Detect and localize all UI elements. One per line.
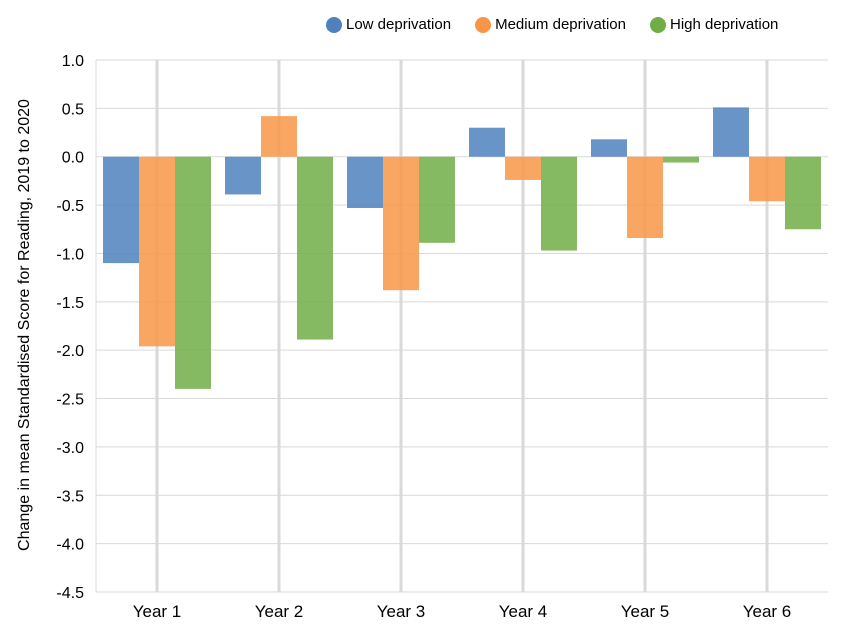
bar-high-year-6 <box>785 156 821 230</box>
x-tick-label: Year 5 <box>621 602 670 621</box>
legend-item-low: Low deprivation <box>326 16 451 33</box>
bar-medium-year-3 <box>383 156 419 291</box>
x-tick-label: Year 4 <box>499 602 548 621</box>
grid-layer <box>95 59 828 593</box>
y-tick-label: -1.0 <box>56 246 84 263</box>
bars-layer <box>103 107 821 389</box>
y-tick-label: -2.0 <box>56 343 84 360</box>
x-tick-label: Year 3 <box>377 602 426 621</box>
bar-low-year-1 <box>103 156 139 264</box>
bar-high-year-2 <box>297 156 333 340</box>
bar-low-year-6 <box>713 107 749 157</box>
x-tick-label: Year 1 <box>133 602 182 621</box>
bar-high-year-5 <box>663 156 699 163</box>
bar-medium-year-4 <box>505 156 541 180</box>
bar-low-year-2 <box>225 156 261 195</box>
bar-medium-year-5 <box>627 156 663 238</box>
legend-label-high: High deprivation <box>669 16 779 33</box>
y-tick-label: -3.5 <box>56 488 84 505</box>
bar-medium-year-2 <box>261 116 297 157</box>
y-tick-label: -0.5 <box>56 198 84 215</box>
x-tick-label: Year 6 <box>743 602 792 621</box>
legend-item-high: High deprivation <box>649 16 779 33</box>
bar-medium-year-1 <box>139 156 175 347</box>
bar-high-year-3 <box>419 156 455 243</box>
y-tick-label: -4.0 <box>56 537 84 554</box>
x-tick-label: Year 2 <box>255 602 304 621</box>
y-tick-label: 0.5 <box>62 101 84 118</box>
y-tick-label: 0.0 <box>62 150 84 167</box>
legend-swatch-medium <box>475 16 492 33</box>
bar-low-year-5 <box>591 139 627 157</box>
bar-low-year-4 <box>469 127 505 157</box>
axis-layer: 1.0 0.5 0.0 -0.5 -1.0 -1.5 -2.0 -2.5 -3.0 -3.5 -4.… <box>56 53 791 621</box>
legend: Low deprivation Medium deprivation High … <box>326 16 778 33</box>
bar-low-year-3 <box>347 156 383 208</box>
bar-medium-year-6 <box>749 156 785 202</box>
y-tick-label: -4.5 <box>56 585 84 602</box>
y-tick-label: -3.0 <box>56 440 84 457</box>
y-axis-title: Change in mean Standardised Score for Re… <box>16 99 33 551</box>
bar-high-year-4 <box>541 156 577 251</box>
legend-swatch-high <box>649 16 666 33</box>
bar-high-year-1 <box>175 156 211 389</box>
legend-label-low: Low deprivation <box>346 16 452 33</box>
legend-label-medium: Medium deprivation <box>495 16 626 33</box>
legend-swatch-low <box>326 16 342 33</box>
y-tick-label: -1.5 <box>56 295 84 312</box>
y-tick-label: 1.0 <box>62 53 84 70</box>
legend-item-medium: Medium deprivation <box>475 16 626 33</box>
y-tick-label: -2.5 <box>56 392 84 409</box>
